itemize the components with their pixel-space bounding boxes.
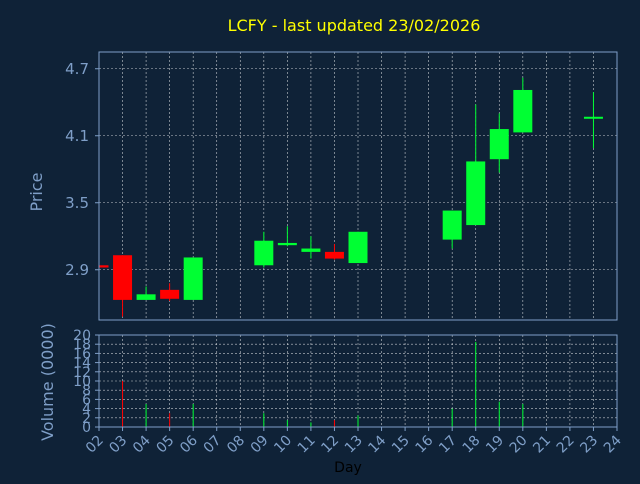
volume-tick-label: 4 xyxy=(82,402,91,418)
candle-body xyxy=(324,251,344,259)
volume-tick-label: 8 xyxy=(82,383,91,399)
candle-body xyxy=(254,240,274,266)
volume-panel-frame xyxy=(98,334,618,428)
chart-title: LCFY - last updated 23/02/2026 xyxy=(228,16,481,35)
volume-tick-label: 0 xyxy=(82,420,91,436)
candle-body xyxy=(301,248,321,252)
volume-tick-label: 14 xyxy=(73,356,91,372)
x-tick-label: 04 xyxy=(130,432,154,456)
x-tick-label: 07 xyxy=(201,433,225,457)
volume-tick-label: 18 xyxy=(73,337,91,353)
price-axis-label: Price xyxy=(27,172,46,211)
x-tick-label: 09 xyxy=(248,433,272,457)
price-tick-label: 4.1 xyxy=(65,127,89,145)
x-tick-label: 18 xyxy=(460,433,484,457)
price-panel-frame xyxy=(98,51,618,321)
x-axis-label: Day xyxy=(334,460,362,476)
x-tick-label: 11 xyxy=(295,433,319,457)
candle-body xyxy=(183,257,203,300)
candle-body xyxy=(136,294,156,300)
x-tick-label: 05 xyxy=(154,433,178,457)
price-tick-label: 3.5 xyxy=(65,194,89,212)
x-tick-label: 12 xyxy=(318,433,342,457)
candle-body xyxy=(348,231,368,264)
x-tick-label: 08 xyxy=(224,433,248,457)
x-tick-label: 23 xyxy=(577,433,601,457)
price-tick-label: 2.9 xyxy=(65,261,89,279)
candle-body xyxy=(489,129,509,160)
candle-layer xyxy=(98,77,603,317)
candle-body xyxy=(442,210,462,240)
x-tick-label: 22 xyxy=(554,433,578,457)
volume-layer xyxy=(122,341,524,427)
volume-tick-label: 16 xyxy=(73,346,91,362)
frame-layer xyxy=(95,51,618,431)
candle-body xyxy=(277,242,297,246)
volume-tick-label: 6 xyxy=(82,392,91,408)
candle-body xyxy=(160,289,180,299)
x-tick-label: 21 xyxy=(530,433,554,457)
candle-body xyxy=(99,265,109,268)
x-tick-label: 06 xyxy=(177,432,201,456)
candle-body xyxy=(513,89,533,133)
candle-body xyxy=(466,161,486,226)
volume-tick-label: 2 xyxy=(82,411,91,427)
candle-body xyxy=(583,116,603,119)
x-tick-label: 14 xyxy=(365,432,389,456)
x-tick-label: 16 xyxy=(413,432,437,456)
price-tick-label: 4.7 xyxy=(65,60,89,78)
x-tick-label: 02 xyxy=(83,433,107,457)
x-tick-label: 03 xyxy=(106,433,130,457)
x-tick-label: 17 xyxy=(436,433,460,457)
volume-tick-label: 12 xyxy=(73,365,91,381)
candle-body xyxy=(113,255,133,300)
x-tick-label: 10 xyxy=(271,433,295,457)
x-tick-label: 24 xyxy=(601,432,625,456)
volume-tick-label: 20 xyxy=(73,328,91,344)
x-tick-label: 19 xyxy=(483,433,507,457)
x-tick-label: 15 xyxy=(389,433,413,457)
x-tick-label: 20 xyxy=(507,433,531,457)
volume-tick-label: 10 xyxy=(73,374,91,390)
volume-axis-label: Volume (0000) xyxy=(38,323,57,441)
x-tick-label: 13 xyxy=(342,433,366,457)
